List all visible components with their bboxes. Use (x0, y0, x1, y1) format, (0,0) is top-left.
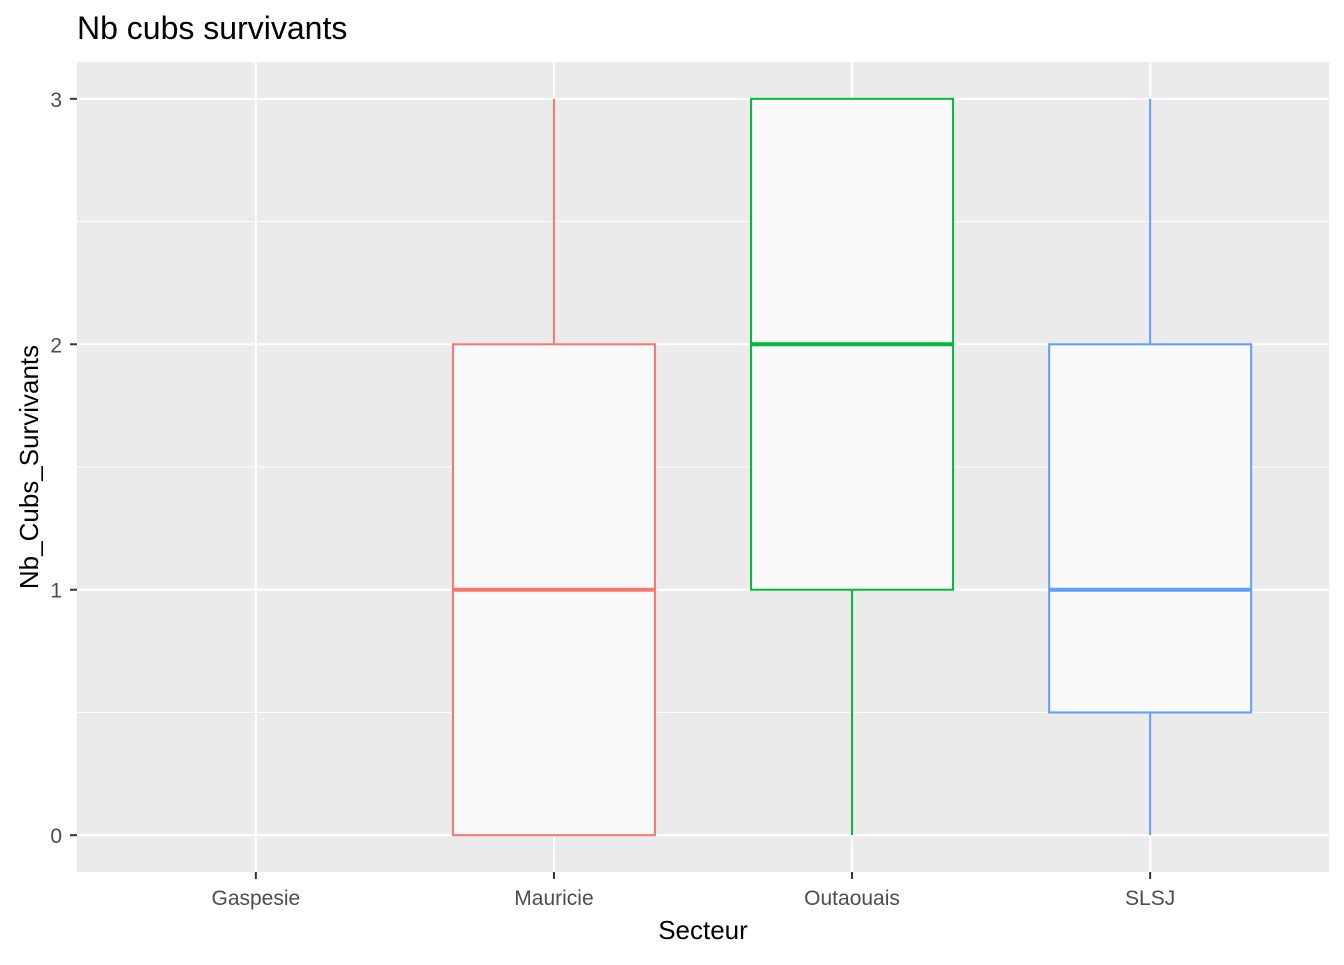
y-tick-label: 1 (50, 580, 62, 603)
y-axis-title: Nb_Cubs_Survivants (14, 345, 44, 589)
y-tick-label: 3 (50, 89, 62, 112)
x-tick-label: Mauricie (514, 887, 593, 910)
box-slsj (1048, 343, 1253, 714)
y-tick-label: 0 (50, 825, 62, 848)
chart-title: Nb cubs survivants (77, 10, 348, 46)
x-tick-label: Gaspesie (211, 887, 300, 910)
y-tick-label: 2 (50, 334, 62, 357)
x-tick-label: Outaouais (804, 887, 900, 910)
x-axis-title: Secteur (658, 915, 748, 945)
x-tick-label: SLSJ (1125, 887, 1175, 910)
